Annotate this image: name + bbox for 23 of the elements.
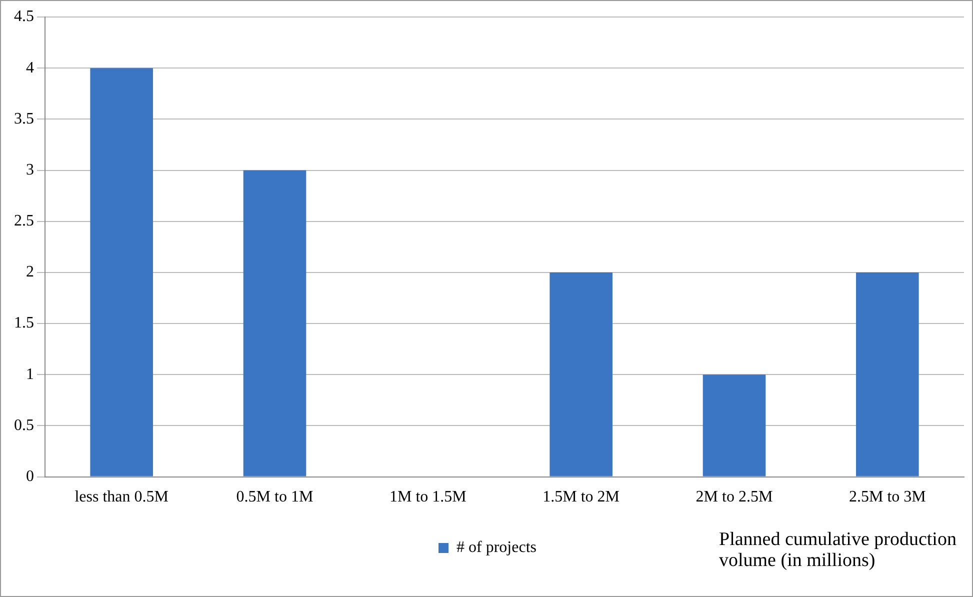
- x-tick-label: 1M to 1.5M: [389, 488, 466, 506]
- x-tick-label: 0.5M to 1M: [236, 488, 314, 506]
- y-tick-label: 0: [26, 468, 34, 486]
- bar: [702, 374, 766, 476]
- bar: [550, 272, 612, 476]
- y-tick-label: 2: [26, 264, 34, 281]
- bar: [856, 272, 919, 476]
- y-tick-label: 4: [26, 59, 34, 76]
- legend-label: # of projects: [456, 539, 536, 556]
- y-tick-label: 3.5: [14, 110, 34, 128]
- y-tick-label: 2.5: [14, 212, 34, 230]
- bar: [243, 170, 306, 476]
- x-tick-label: 2M to 2.5M: [696, 488, 773, 506]
- x-axis-title: Planned cumulative production volume (in millions): [719, 529, 958, 571]
- x-tick-label: 2.5M to 3M: [848, 488, 926, 506]
- x-tick-label: 1.5M to 2M: [542, 488, 620, 506]
- x-tick-label: less than 0.5M: [74, 488, 168, 506]
- y-tick-label: 1: [26, 366, 34, 383]
- y-tick-label: 3: [26, 161, 34, 178]
- y-tick-label: 0.5: [14, 416, 34, 434]
- y-tick-label: 1.5: [14, 314, 34, 332]
- y-tick-label: 4.5: [14, 8, 34, 26]
- bar: [90, 68, 153, 476]
